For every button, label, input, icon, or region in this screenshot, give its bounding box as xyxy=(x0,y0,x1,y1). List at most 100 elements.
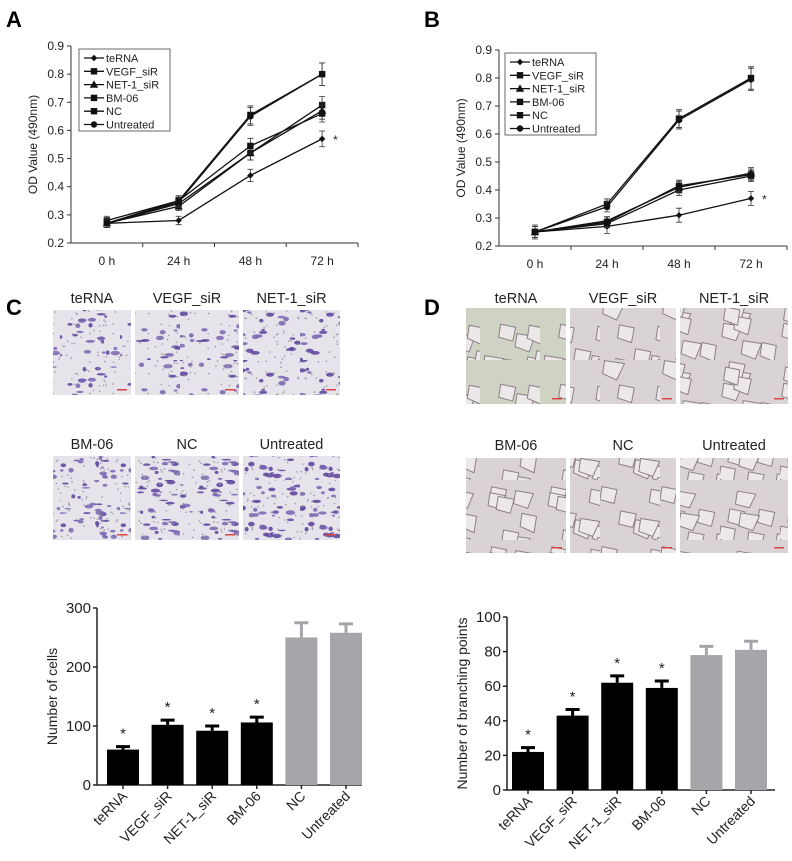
micrograph-bm-06: BM-06 xyxy=(53,437,131,540)
legend-item: NET-1_siR xyxy=(510,84,585,96)
data-point xyxy=(103,220,111,227)
legend-marker xyxy=(90,108,98,115)
micrograph-nc: NC xyxy=(570,438,676,553)
x-tick-label: Untreated xyxy=(298,788,353,843)
error-bar xyxy=(744,639,758,650)
bar-group-nc: NC xyxy=(283,621,318,813)
y-axis-label: Number of cells xyxy=(44,648,60,745)
micrograph-net-1_sir: NET-1_siR xyxy=(680,291,788,404)
error-bar xyxy=(610,674,625,683)
data-point xyxy=(603,219,611,226)
y-tick-label: 0.9 xyxy=(475,43,492,57)
micrograph-image xyxy=(243,310,340,395)
data-point xyxy=(318,70,326,78)
y-tick-label: 0.2 xyxy=(47,236,64,250)
legend-marker xyxy=(516,112,524,119)
y-tick-label: 0.6 xyxy=(47,123,64,137)
significance-star: * xyxy=(165,699,171,716)
micrograph-nc: NC xyxy=(135,437,239,540)
x-tick-label: Untreated xyxy=(703,793,758,848)
legend-label: teRNA xyxy=(106,53,139,65)
x-tick-label: 24 h xyxy=(167,254,190,268)
y-tick-label: 0.3 xyxy=(475,211,492,225)
bar xyxy=(240,722,273,785)
x-tick-label: 72 h xyxy=(310,254,333,268)
scale-bar xyxy=(225,534,235,536)
y-tick-label: 0.2 xyxy=(475,239,492,253)
y-tick-label: 100 xyxy=(476,609,501,626)
data-point xyxy=(675,182,683,189)
error-bar xyxy=(565,708,580,716)
series-net-1_sir xyxy=(530,167,756,238)
micrograph-label: VEGF_siR xyxy=(153,291,222,307)
x-tick-label: 48 h xyxy=(239,254,262,268)
legend-marker xyxy=(516,98,524,106)
micrograph-vegf_sir: VEGF_siR xyxy=(570,291,676,404)
scale-bar xyxy=(774,398,784,400)
bar xyxy=(690,655,723,790)
micrograph-label: BM-06 xyxy=(71,437,114,453)
significance-star: * xyxy=(254,696,260,713)
series-line xyxy=(106,138,323,224)
x-tick-label: 48 h xyxy=(667,257,690,271)
legend-label: NET-1_siR xyxy=(106,80,159,92)
legend-box xyxy=(504,52,597,136)
micrograph-label: NC xyxy=(177,437,198,453)
y-tick-label: 300 xyxy=(66,600,91,617)
significance-star: * xyxy=(209,705,215,722)
panel-label-a: A xyxy=(6,7,22,32)
scale-bar xyxy=(117,389,127,391)
bar xyxy=(512,751,544,790)
data-point xyxy=(747,195,755,202)
series-line xyxy=(106,112,323,222)
panel-label-d: D xyxy=(424,295,440,320)
significance-star: * xyxy=(614,655,620,672)
legend-marker xyxy=(90,68,98,75)
bar xyxy=(601,682,634,790)
data-point xyxy=(531,228,539,236)
scale-bar xyxy=(326,389,336,391)
data-point xyxy=(247,172,254,179)
error-bar xyxy=(294,621,309,638)
legend-item: NC xyxy=(510,110,548,122)
significance-annotation: * xyxy=(333,133,338,147)
bar-group-nc: NC xyxy=(688,644,723,819)
legend-item: Untreated xyxy=(510,124,580,136)
legend-label: VEGF_siR xyxy=(106,66,158,78)
micrograph-terna: teRNA xyxy=(53,291,131,395)
data-point xyxy=(675,116,683,124)
legend-item: BM-06 xyxy=(84,93,138,105)
line-chart-b: 0.2 0.3 0.4 0.5 0.6 0.7 0.8 0.9 0 h 24 h 48 h 72 h O… xyxy=(454,43,788,271)
y-tick-label: 0 xyxy=(83,777,91,794)
x-tick-label: NC xyxy=(688,793,714,819)
micrograph-image xyxy=(680,308,788,404)
x-tick-label: 0 h xyxy=(99,254,116,268)
data-point xyxy=(175,198,182,206)
y-tick-label: 20 xyxy=(484,747,501,764)
data-point xyxy=(318,135,326,143)
legend-item: BM-06 xyxy=(510,97,564,109)
x-tick-label: teRNA xyxy=(90,787,131,828)
error-bar xyxy=(160,718,175,725)
data-point xyxy=(175,217,182,224)
error-bar xyxy=(205,724,220,731)
legend-label: BM-06 xyxy=(532,97,564,109)
legend-item: teRNA xyxy=(510,57,565,69)
y-axis-label: OD Value (490nm) xyxy=(26,95,40,194)
error-bar xyxy=(249,715,264,723)
data-point xyxy=(247,142,254,150)
series-terna xyxy=(531,191,755,240)
x-tick-label: BM-06 xyxy=(223,788,264,829)
line-chart-a: 0.2 0.3 0.4 0.5 0.6 0.7 0.8 0.9 0 h 24 h 48 h 72 h O… xyxy=(26,39,359,268)
legend-item: VEGF_siR xyxy=(84,66,158,78)
legend-label: BM-06 xyxy=(106,93,138,105)
error-bar xyxy=(654,679,669,688)
legend-item: VEGF_siR xyxy=(510,70,584,82)
series-line xyxy=(106,73,323,224)
series-line xyxy=(106,110,323,224)
data-point xyxy=(318,110,326,117)
y-tick-label: 0 xyxy=(493,782,501,799)
significance-star: * xyxy=(525,727,531,744)
bar xyxy=(735,649,767,790)
